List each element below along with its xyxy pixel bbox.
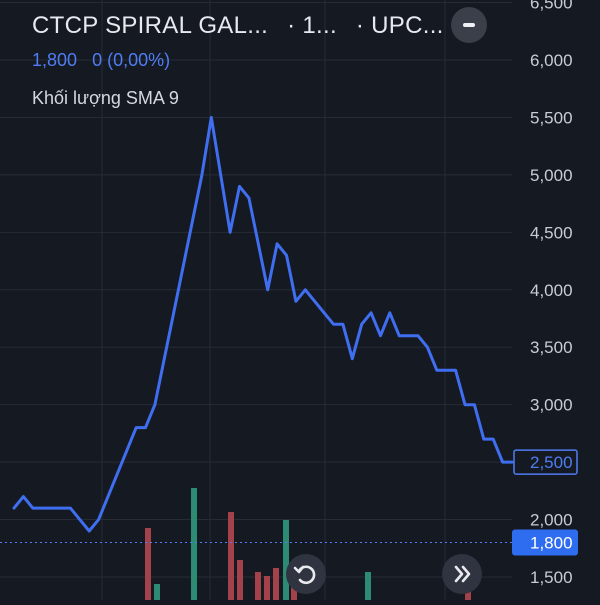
price-tick-label: 3,500	[530, 338, 573, 357]
scroll-to-latest-button[interactable]	[442, 554, 482, 594]
double-chevron-right-icon	[454, 565, 471, 583]
price-tick-label: 5,500	[530, 108, 573, 127]
minimize-button[interactable]	[451, 7, 487, 43]
price-tick-label: 1,500	[530, 568, 573, 587]
current-price-label-text: 1,800	[530, 534, 573, 553]
last-value-label-box	[513, 449, 578, 475]
exchange-label: · UPC...	[355, 12, 444, 39]
minus-icon	[463, 23, 475, 27]
volume-bar	[273, 568, 279, 600]
price-summary: 1,800 0 (0,00%)	[32, 50, 180, 71]
reset-icon	[293, 565, 316, 585]
price-tick-label: 6,500	[530, 0, 573, 13]
price-tick-label: 4,500	[530, 223, 573, 242]
price-line	[12, 115, 514, 533]
current-price-label-box	[512, 529, 578, 556]
price-tick-label: 6,000	[530, 51, 573, 70]
price-change: 0 (0,00%)	[92, 50, 171, 70]
reset-chart-button[interactable]	[286, 554, 326, 594]
symbol-title[interactable]: CTCP SPIRAL GAL... · 1... · UPC...	[32, 12, 456, 40]
indicator-legend[interactable]: Khối lượng SMA 9	[32, 88, 179, 109]
volume-bar	[237, 560, 243, 600]
price-tick-label: 3,000	[530, 396, 573, 415]
last-value-label-text: 2,500	[530, 453, 573, 472]
price-tick-label: 4,000	[530, 281, 573, 300]
price-tick-label: 2,000	[530, 511, 573, 530]
volume-bar	[191, 488, 197, 600]
last-price: 1,800	[32, 50, 78, 70]
volume-bar	[228, 512, 234, 600]
interval-label: · 1...	[287, 12, 337, 39]
volume-bar	[264, 576, 270, 600]
indicator-label: Khối lượng SMA 9	[32, 88, 179, 108]
price-axis: 6,500 6,000 5,500 5,000 4,500 4,000 3,500 3,000…	[530, 0, 573, 587]
current-price-label: 1,800	[512, 529, 578, 556]
volume-bar	[255, 572, 261, 600]
volume-bar	[145, 528, 151, 600]
last-value-label: 2,500	[513, 449, 578, 475]
price-tick-label: 5,000	[530, 166, 573, 185]
volume-bar	[365, 572, 371, 600]
volume-bar	[154, 584, 160, 600]
volume-bar	[283, 520, 289, 600]
symbol-name: CTCP SPIRAL GAL...	[32, 12, 269, 39]
